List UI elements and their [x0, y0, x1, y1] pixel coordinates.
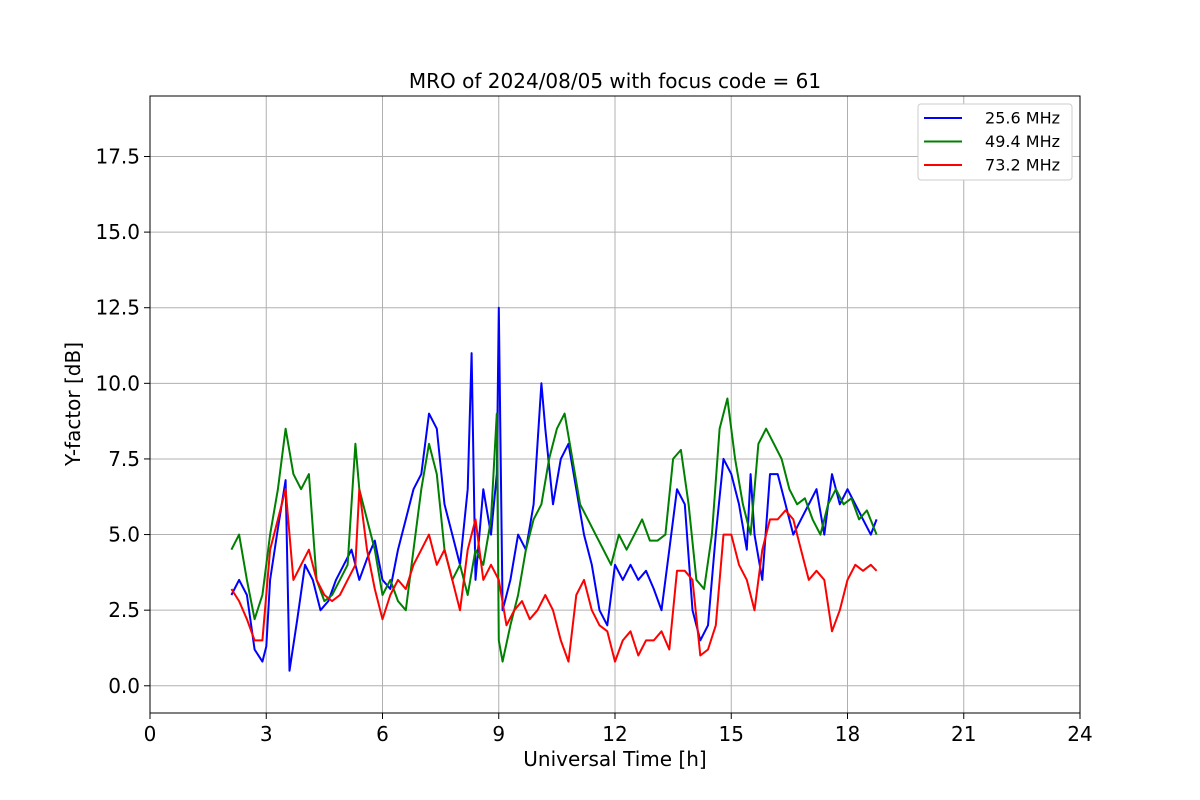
x-axis-label: Universal Time [h]	[523, 747, 706, 771]
x-tick-label: 12	[602, 722, 627, 746]
y-tick-label: 10.0	[95, 371, 140, 395]
y-tick-label: 17.5	[95, 144, 140, 168]
series-line-1	[230, 397, 878, 663]
legend: 25.6 MHz 49.4 MHz 73.2 MHz	[917, 103, 1073, 181]
x-tick-label: 6	[376, 722, 389, 746]
x-tick-label: 15	[719, 722, 744, 746]
x-tick-label: 18	[835, 722, 860, 746]
legend-label-1: 49.4 MHz	[985, 132, 1060, 151]
y-tick-label: 0.0	[108, 674, 140, 698]
y-axis-label: Y-factor [dB]	[61, 342, 85, 467]
y-tick-label: 15.0	[95, 220, 140, 244]
legend-label-0: 25.6 MHz	[985, 109, 1060, 128]
legend-label-2: 73.2 MHz	[985, 156, 1060, 175]
y-axis: 0.0 2.5 5.0 7.5 10.0 12.5 15.0 17.5	[95, 144, 150, 698]
x-tick-label: 3	[260, 722, 273, 746]
x-axis: 0 3 6 9 12 15 18 21 24	[144, 713, 1093, 746]
series-layer	[230, 306, 878, 672]
y-tick-label: 2.5	[108, 598, 140, 622]
legend-box	[917, 103, 1073, 181]
series-line-2	[230, 488, 878, 663]
y-tick-label: 7.5	[108, 447, 140, 471]
series-line-0	[230, 306, 878, 672]
x-tick-label: 24	[1067, 722, 1092, 746]
x-tick-label: 21	[951, 722, 976, 746]
x-tick-label: 9	[492, 722, 505, 746]
y-tick-label: 5.0	[108, 523, 140, 547]
chart-title: MRO of 2024/08/05 with focus code = 61	[409, 69, 821, 93]
x-tick-label: 0	[144, 722, 157, 746]
y-tick-label: 12.5	[95, 296, 140, 320]
